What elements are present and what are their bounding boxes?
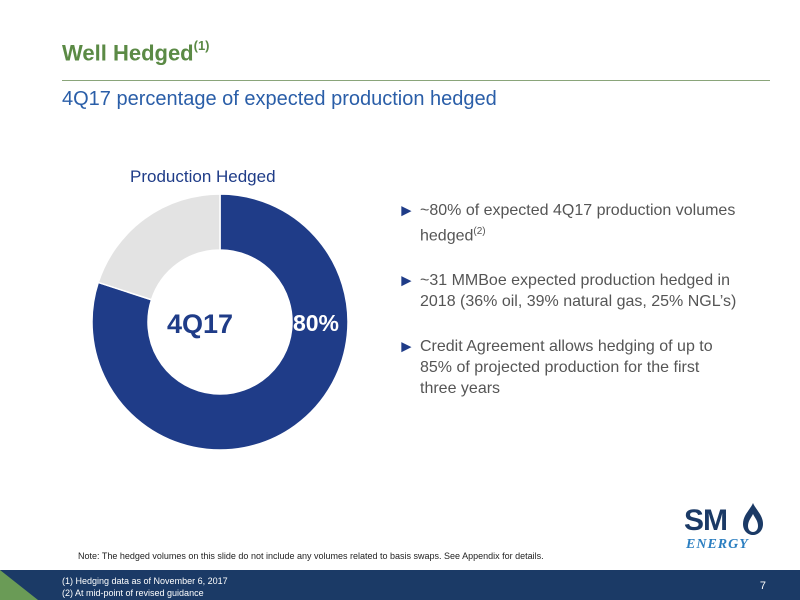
hedged-slice-label: 80% — [293, 310, 339, 336]
bullet-footnote-marker: (2) — [473, 226, 486, 237]
donut-slices — [91, 193, 349, 450]
chart-title: Production Hedged — [130, 167, 276, 186]
footnote: (2) At mid-point of revised guidance — [62, 588, 204, 598]
footer-bar — [0, 570, 800, 600]
bullet-item: ► ~31 MMBoe expected production hedged i… — [398, 270, 738, 312]
title-divider — [62, 80, 770, 81]
triangle-right-icon: ► — [398, 201, 415, 220]
company-logo: SM ENERGY — [680, 500, 770, 555]
flame-icon — [743, 503, 763, 535]
donut-chart: 4Q17 80% — [91, 193, 349, 450]
page-title: Well Hedged(1) — [62, 38, 210, 66]
page-number: 7 — [759, 580, 766, 592]
page-subtitle: 4Q17 percentage of expected production h… — [62, 88, 497, 110]
donut-slice-unhedged — [97, 193, 221, 301]
footer-accent — [0, 570, 38, 600]
bullet-text: ~80% of expected 4Q17 production volumes… — [420, 202, 736, 245]
logo-subtext: ENERGY — [686, 537, 749, 552]
bullet-text: Credit Agreement allows hedging of up to… — [420, 338, 713, 398]
bullet-text: ~31 MMBoe expected production hedged in … — [420, 272, 737, 311]
triangle-right-icon: ► — [398, 337, 415, 357]
donut-center-label: 4Q17 — [167, 309, 233, 339]
slide-note: Note: The hedged volumes on this slide d… — [78, 551, 544, 561]
donut-slice-hedged — [91, 193, 349, 450]
logo-wordmark: SM — [684, 504, 728, 537]
triangle-right-icon: ► — [398, 271, 415, 291]
page-title-text: Well Hedged — [62, 40, 194, 66]
bullet-item: ► Credit Agreement allows hedging of up … — [398, 336, 738, 399]
bullet-item: ► ~80% of expected 4Q17 production volum… — [398, 200, 738, 246]
page-title-footnote-marker: (1) — [193, 38, 210, 53]
footnote: (1) Hedging data as of November 6, 2017 — [62, 576, 228, 586]
bullet-list: ► ~80% of expected 4Q17 production volum… — [398, 200, 738, 423]
